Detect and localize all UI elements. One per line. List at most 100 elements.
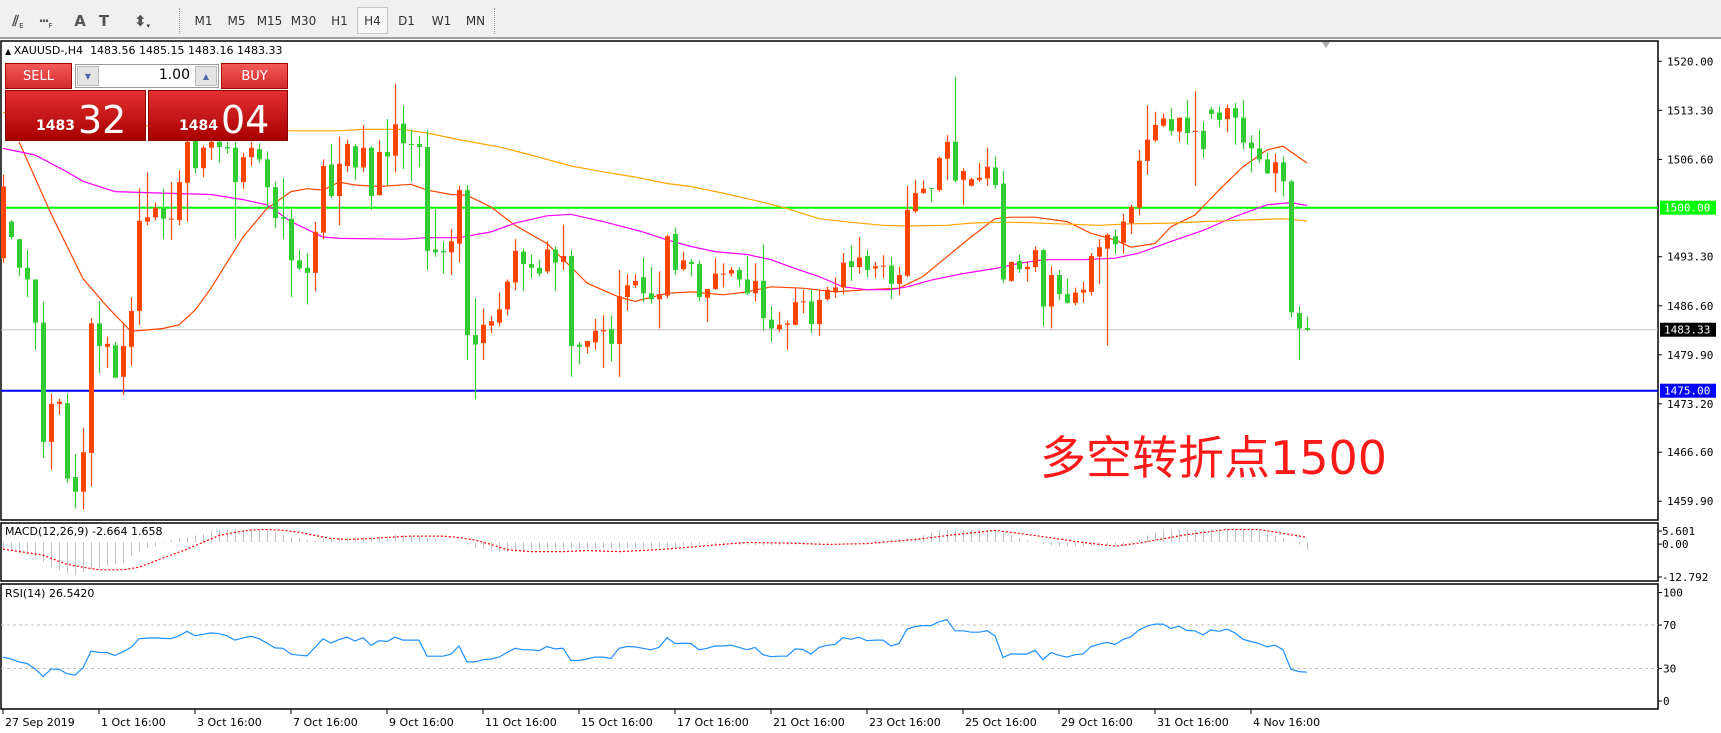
bearish-candle (641, 257, 646, 303)
candle-body (849, 261, 854, 267)
timeframe-m5[interactable]: M5 (227, 13, 246, 28)
candle-body (1241, 117, 1246, 143)
bullish-candle (209, 138, 214, 161)
bearish-candle (473, 298, 478, 400)
candle-body (729, 269, 734, 274)
timeframe-w1[interactable]: W1 (431, 13, 452, 28)
lot-increase-icon[interactable]: ▲ (195, 66, 217, 86)
bullish-candle (1089, 253, 1094, 296)
candle-body (649, 293, 654, 300)
bearish-candle (889, 256, 894, 300)
bullish-candle (1073, 287, 1078, 306)
timeframe-m15[interactable]: M15 (256, 13, 283, 28)
candle-body (465, 190, 470, 336)
date-tick-label: 1 Oct 16:00 (101, 716, 166, 729)
bullish-candle (321, 159, 326, 240)
arrows-icon[interactable]: ⬍ ▾ (133, 11, 151, 30)
candle-body (745, 279, 750, 294)
fibo-grid-icon[interactable]: ┅ F (39, 11, 53, 30)
bullish-candle (857, 236, 862, 274)
candle-body (841, 262, 846, 288)
bearish-candle (465, 185, 470, 360)
candle-body (1049, 275, 1054, 307)
timeframe-h1[interactable]: H1 (331, 13, 348, 28)
bearish-candle (1001, 171, 1006, 284)
bearish-candle (1041, 248, 1046, 327)
timeframe-d1[interactable]: D1 (398, 13, 415, 28)
price-chart[interactable]: 1520.00 1513.30 1506.60 1493.30 1486.60 1479.… (0, 40, 1721, 733)
candle-body (1033, 250, 1038, 267)
bearish-candle (441, 241, 446, 274)
timeframe-m30[interactable]: M30 (290, 13, 317, 28)
bearish-candle (353, 144, 358, 180)
bullish-candle (81, 428, 86, 510)
rsi-tick-label: 30 (1663, 662, 1676, 675)
candle-body (865, 256, 870, 270)
bullish-candle (937, 156, 942, 192)
bearish-candle (161, 188, 166, 240)
candle-body (241, 157, 246, 183)
bearish-candle (369, 146, 374, 210)
bearish-candle (537, 259, 542, 277)
bearish-candle (1297, 306, 1302, 360)
candle-body (1025, 266, 1030, 270)
date-tick-label: 27 Sep 2019 (5, 716, 75, 729)
bullish-candle (449, 228, 454, 276)
buy-button[interactable]: BUY (221, 63, 288, 89)
bearish-candle (265, 151, 270, 207)
candle-body (577, 344, 582, 347)
bearish-candle (649, 266, 654, 304)
candle-body (713, 273, 718, 289)
lot-size-stepper[interactable]: ▼ 1.00 ▲ (75, 64, 219, 88)
bullish-candle (873, 261, 878, 278)
bearish-candle (9, 220, 14, 240)
ohlc-values: 1483.56 1485.15 1483.16 1483.33 (90, 44, 283, 57)
bullish-candle (1161, 113, 1166, 128)
candle-body (1185, 117, 1190, 134)
price-tick-label: 1493.30 (1667, 251, 1713, 264)
candle-body (497, 309, 502, 323)
bullish-candle (1153, 111, 1158, 142)
sell-price-button[interactable]: 1483 32 (5, 90, 146, 142)
timeframe-m1[interactable]: M1 (194, 13, 213, 28)
candle-body (113, 345, 118, 378)
lot-size-input[interactable]: 1.00 (158, 67, 190, 83)
candle-body (1297, 313, 1302, 329)
timeframe-mn[interactable]: MN (465, 13, 486, 28)
price-tick-label: 1520.00 (1667, 55, 1713, 68)
candle-body (1273, 162, 1278, 174)
expert-lines-icon[interactable]: ⫽ E (12, 11, 24, 30)
price-tick-label: 1479.90 (1667, 349, 1713, 362)
candle-body (953, 141, 958, 181)
bullish-candle (457, 185, 462, 263)
buy-price-button[interactable]: 1484 04 (148, 90, 288, 142)
bearish-candle (609, 315, 614, 362)
candle-body (529, 264, 534, 268)
candle-body (1097, 247, 1102, 257)
candle-body (1177, 117, 1182, 132)
candle-body (297, 260, 302, 269)
candle-body (185, 141, 190, 183)
candle-body (1089, 256, 1094, 292)
bullish-candle (969, 177, 974, 187)
bullish-candle (817, 290, 822, 336)
candle-body (777, 324, 782, 330)
collapse-triangle-icon[interactable]: ▲ (5, 47, 14, 56)
candle-body (1057, 275, 1062, 295)
candle-body (1289, 181, 1294, 313)
date-tick-label: 7 Oct 16:00 (293, 716, 358, 729)
bearish-candle (1265, 152, 1270, 175)
current-price-tag (1660, 322, 1716, 337)
text-label-icon[interactable]: T (98, 11, 110, 30)
sell-button[interactable]: SELL (5, 63, 72, 89)
candle-body (249, 147, 254, 158)
text-tool-icon[interactable]: A (74, 11, 86, 30)
candle-body (793, 302, 798, 325)
chart-window[interactable] (0, 39, 1721, 733)
bearish-candle (1257, 130, 1262, 164)
ma-slow-line (2, 111, 1308, 227)
timeframe-h4[interactable]: H4 (357, 7, 388, 34)
bullish-candle (1049, 266, 1054, 329)
candle-body (785, 323, 790, 325)
lot-decrease-icon[interactable]: ▼ (77, 66, 99, 86)
